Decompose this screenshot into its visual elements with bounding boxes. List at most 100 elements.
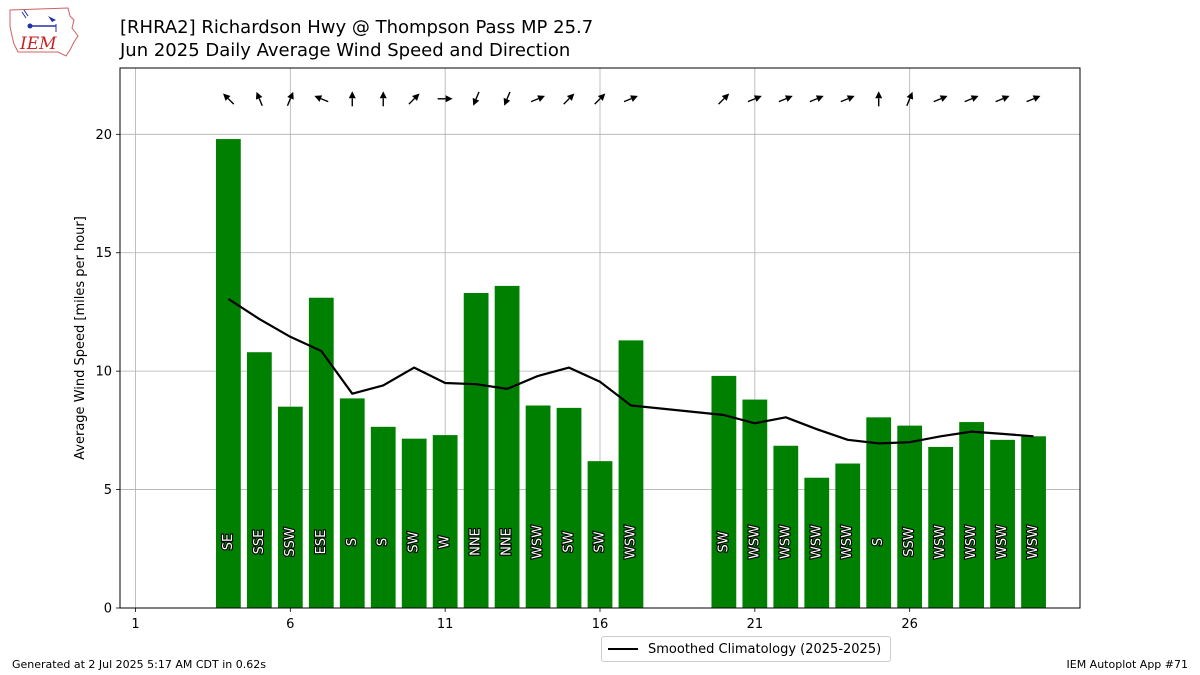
wind-arrow-head <box>1001 95 1010 102</box>
wind-arrow <box>314 95 329 103</box>
wind-arrow-head <box>784 95 793 102</box>
wind-arrow-head <box>815 95 824 102</box>
legend: Smoothed Climatology (2025-2025) <box>601 636 892 662</box>
direction-label: ESE <box>314 530 329 555</box>
wind-arrow-head <box>472 97 480 106</box>
wind-arrow <box>379 91 387 107</box>
wind-arrow-shaft <box>840 97 849 103</box>
wind-arrow <box>995 95 1010 103</box>
direction-label: NNE <box>500 528 515 556</box>
wind-arrows <box>223 91 1041 107</box>
x-tick-label: 21 <box>747 617 764 632</box>
wind-arrow <box>809 95 824 103</box>
wind-arrow-shaft <box>1026 97 1035 103</box>
wind-arrow <box>718 93 730 105</box>
wind-bar <box>1021 436 1046 608</box>
x-axis-ticks: 1 6 11 16 21 26 <box>131 608 918 632</box>
wind-arrow-shaft <box>964 97 973 103</box>
wind-arrow <box>563 93 575 105</box>
wind-bar <box>711 375 737 608</box>
wind-arrow <box>906 91 914 106</box>
wind-arrow-shaft <box>475 91 480 100</box>
x-tick-label: 1 <box>131 617 139 632</box>
wind-bar <box>246 352 272 608</box>
wind-arrow-shaft <box>408 97 416 105</box>
wind-bar <box>370 426 396 608</box>
direction-label: SSW <box>283 527 298 557</box>
bar-series <box>216 139 1046 609</box>
wind-arrow-shaft <box>320 97 329 103</box>
wind-bar <box>897 425 923 608</box>
wind-bar <box>804 477 830 608</box>
climatology-line-group <box>227 297 1034 445</box>
wind-arrow-shaft <box>809 97 818 103</box>
iem-logo: IEM <box>8 6 80 62</box>
wind-arrow-shaft <box>995 97 1004 103</box>
direction-label: SW <box>562 531 577 552</box>
wind-arrow-shaft <box>933 97 942 103</box>
wind-bar <box>463 293 489 608</box>
wind-arrow <box>1026 95 1041 103</box>
wind-arrow <box>408 93 420 105</box>
wind-arrow-head <box>223 93 231 101</box>
chart-subtitle: Jun 2025 Daily Average Wind Speed and Di… <box>120 40 571 61</box>
x-tick-label: 11 <box>437 617 454 632</box>
wind-arrow-shaft <box>747 97 756 103</box>
wind-arrow-shaft <box>778 97 787 103</box>
y-tick-label: 5 <box>104 483 112 498</box>
wind-bar <box>216 139 241 609</box>
wind-arrow-head <box>630 95 638 102</box>
wind-arrow <box>472 91 480 106</box>
wind-arrow-head <box>970 95 979 102</box>
wind-arrow-shaft <box>594 97 601 105</box>
wind-arrow-head <box>753 95 762 102</box>
direction-label: WSW <box>933 525 948 559</box>
wind-arrow-shaft <box>258 98 263 106</box>
direction-label: WSW <box>778 525 793 559</box>
wind-arrow-shaft <box>530 97 539 103</box>
wind-bar <box>959 422 984 608</box>
wind-arrow-head <box>846 95 855 102</box>
wind-arrow-head <box>597 93 606 101</box>
direction-label: WSW <box>623 525 638 559</box>
wind-arrow-head <box>721 93 730 101</box>
direction-label: SE <box>221 534 236 550</box>
x-tick-label: 6 <box>286 617 294 632</box>
legend-line-swatch <box>608 648 638 650</box>
wind-arrow-shaft <box>563 97 570 105</box>
direction-label: W <box>438 535 453 548</box>
direction-label: WSW <box>995 525 1010 559</box>
wind-arrow <box>933 95 948 103</box>
wind-arrow-head <box>566 93 575 101</box>
wind-arrow <box>503 91 511 106</box>
direction-label: NNE <box>469 528 484 556</box>
app-credit: IEM Autoplot App #71 <box>1066 658 1189 671</box>
wind-arrow <box>623 95 638 103</box>
legend-label: Smoothed Climatology (2025-2025) <box>648 641 882 657</box>
wind-bar <box>308 297 334 608</box>
wind-arrow <box>255 91 263 106</box>
wind-bar <box>401 438 427 608</box>
wind-bar <box>432 435 458 608</box>
generated-timestamp: Generated at 2 Jul 2025 5:17 AM CDT in 0… <box>12 658 266 671</box>
direction-label: SW <box>716 531 731 552</box>
direction-label: S <box>376 538 391 546</box>
direction-label: WSW <box>531 525 546 559</box>
wind-arrow-shaft <box>506 91 511 100</box>
wind-bar <box>990 439 1015 608</box>
wind-bar <box>277 406 303 608</box>
y-tick-label: 10 <box>95 365 112 380</box>
wind-arrow-shaft <box>906 98 911 106</box>
direction-label: SSE <box>252 530 267 555</box>
direction-label: SW <box>407 531 422 552</box>
wind-arrow <box>875 91 883 107</box>
chart-title: [RHRA2] Richardson Hwy @ Thompson Pass M… <box>120 17 594 38</box>
logo-text: IEM <box>19 34 57 54</box>
wind-bar <box>556 407 582 608</box>
wind-bar <box>494 285 520 608</box>
y-axis-label: Average Wind Speed [miles per hour] <box>73 216 88 460</box>
wind-arrow-head <box>379 91 387 99</box>
y-tick-label: 0 <box>104 602 112 617</box>
direction-label: WSW <box>840 525 855 559</box>
direction-label: WSW <box>809 525 824 559</box>
